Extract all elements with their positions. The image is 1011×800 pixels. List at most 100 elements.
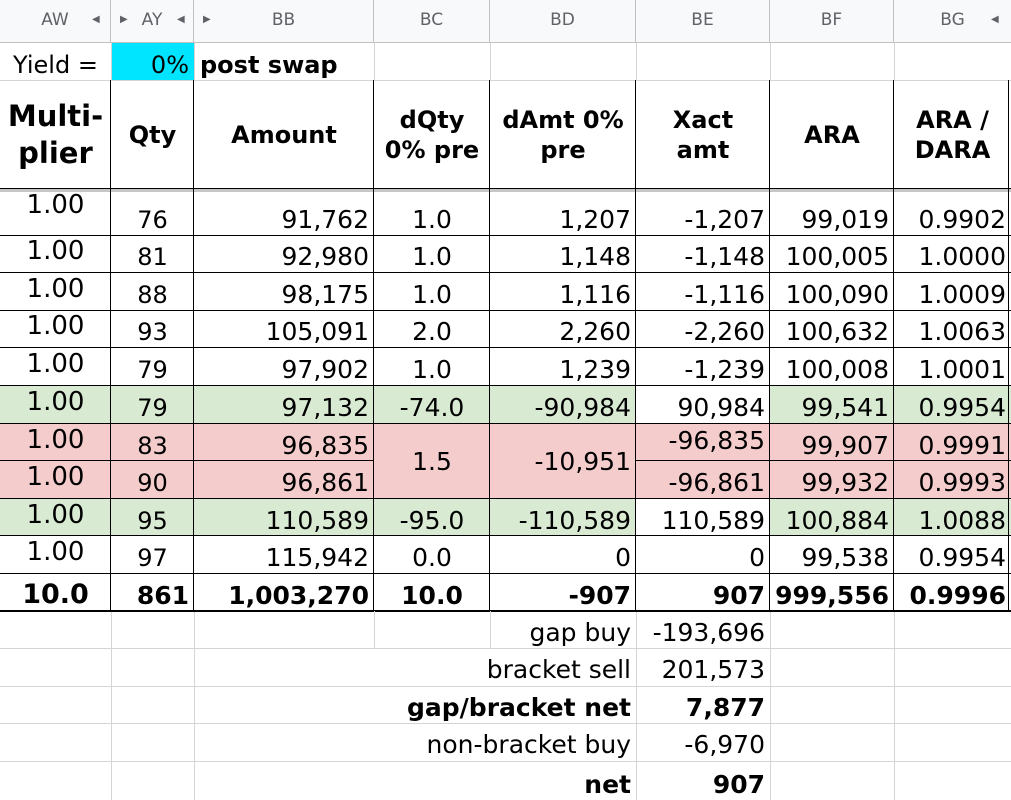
xact-cell[interactable]: -1,239 <box>684 355 765 384</box>
summary-value[interactable]: 907 <box>712 770 765 799</box>
xact-cell[interactable]: 0 <box>749 543 765 572</box>
amount-cell[interactable]: 96,835 <box>281 431 369 460</box>
total-dqty[interactable]: 10.0 <box>401 581 463 610</box>
dqty-cell[interactable]: -74.0 <box>399 393 465 422</box>
multiplier-cell[interactable]: 1.00 <box>26 236 85 266</box>
qty-cell[interactable]: 81 <box>137 243 168 271</box>
xact-cell[interactable]: 90,984 <box>677 393 765 422</box>
summary-value[interactable]: 7,877 <box>685 693 765 722</box>
multiplier-cell[interactable]: 1.00 <box>26 311 85 341</box>
dqty-cell[interactable]: 1.0 <box>412 205 452 234</box>
column-header-be[interactable]: BE <box>636 0 770 42</box>
xact-cell[interactable]: -1,148 <box>684 242 765 271</box>
ara-cell[interactable]: 100,005 <box>785 242 889 271</box>
multiplier-cell[interactable]: 1.00 <box>26 462 85 492</box>
ara-cell[interactable]: 100,884 <box>785 506 889 535</box>
ara-cell[interactable]: 99,541 <box>801 393 889 422</box>
column-header-aw[interactable]: AW ◀ <box>0 0 111 42</box>
amount-cell[interactable]: 115,942 <box>265 543 369 572</box>
damt-cell[interactable]: 1,116 <box>559 280 631 309</box>
damt-cell[interactable]: 2,260 <box>559 317 631 346</box>
summary-value[interactable]: -193,696 <box>652 618 765 647</box>
amount-cell[interactable]: 91,762 <box>281 205 369 234</box>
ara-dara-cell[interactable]: 1.0001 <box>918 355 1006 384</box>
header-damt[interactable]: dAmt 0% pre <box>502 105 624 164</box>
column-header-ay[interactable]: ▶ AY ◀ <box>111 0 194 42</box>
dqty-cell[interactable]: 1.0 <box>412 242 452 271</box>
multiplier-cell[interactable]: 1.00 <box>26 274 85 304</box>
collapse-left-icon[interactable]: ◀ <box>177 14 185 25</box>
qty-cell[interactable]: 83 <box>137 432 168 460</box>
header-dqty[interactable]: dQty 0% pre <box>384 105 480 164</box>
total-ara[interactable]: 999,556 <box>775 581 889 610</box>
damt-cell[interactable]: -90,984 <box>534 393 632 422</box>
amount-cell[interactable]: 97,902 <box>281 355 369 384</box>
ara-dara-cell[interactable]: 0.9954 <box>918 393 1006 422</box>
total-amount[interactable]: 1,003,270 <box>228 581 369 610</box>
qty-cell[interactable]: 97 <box>137 544 168 572</box>
multiplier-cell[interactable]: 1.00 <box>26 500 85 530</box>
amount-cell[interactable]: 92,980 <box>281 242 369 271</box>
damt-cell[interactable]: 1,207 <box>559 205 631 234</box>
qty-cell[interactable]: 76 <box>137 206 168 234</box>
header-multiplier[interactable]: Multi- plier <box>7 99 104 170</box>
ara-cell[interactable]: 100,090 <box>785 280 889 309</box>
summary-label[interactable]: net <box>584 770 631 799</box>
multiplier-cell[interactable]: 1.00 <box>26 190 85 220</box>
damt-cell[interactable]: -10,951 <box>534 446 632 476</box>
ara-cell[interactable]: 99,538 <box>801 543 889 572</box>
qty-cell[interactable]: 95 <box>137 507 168 535</box>
ara-cell[interactable]: 99,019 <box>801 205 889 234</box>
amount-cell[interactable]: 97,132 <box>281 393 369 422</box>
ara-dara-cell[interactable]: 0.9991 <box>918 431 1006 460</box>
ara-cell[interactable]: 100,008 <box>785 355 889 384</box>
ara-dara-cell[interactable]: 0.9993 <box>918 468 1006 497</box>
dqty-cell[interactable]: 1.5 <box>412 446 452 476</box>
yield-label[interactable]: Yield = <box>13 51 98 79</box>
ara-dara-cell[interactable]: 1.0088 <box>918 506 1006 535</box>
expand-right-icon[interactable]: ▶ <box>203 14 211 25</box>
column-header-bf[interactable]: BF <box>770 0 894 42</box>
summary-value[interactable]: -6,970 <box>684 730 765 759</box>
ara-dara-cell[interactable]: 0.9954 <box>918 543 1006 572</box>
header-ara[interactable]: ARA <box>804 120 860 149</box>
summary-label[interactable]: bracket sell <box>486 655 631 684</box>
ara-dara-cell[interactable]: 0.9902 <box>918 205 1006 234</box>
ara-cell[interactable]: 100,632 <box>785 317 889 346</box>
dqty-cell[interactable]: -95.0 <box>399 506 465 535</box>
qty-cell[interactable]: 90 <box>137 469 168 497</box>
dqty-cell[interactable]: 2.0 <box>412 317 452 346</box>
ara-dara-cell[interactable]: 1.0009 <box>918 280 1006 309</box>
spreadsheet-grid[interactable]: Yield = 0% post swap Multi- plier Qty Am… <box>0 43 1011 800</box>
damt-cell[interactable]: -110,589 <box>518 506 631 535</box>
dqty-cell[interactable]: 1.0 <box>412 280 452 309</box>
qty-cell[interactable]: 79 <box>137 356 168 384</box>
total-xact[interactable]: 907 <box>712 581 765 610</box>
ara-cell[interactable]: 99,932 <box>801 468 889 497</box>
header-xact[interactable]: Xact amt <box>672 105 734 164</box>
total-qty[interactable]: 861 <box>136 581 189 610</box>
damt-cell[interactable]: 0 <box>615 543 631 572</box>
collapse-left-icon[interactable]: ◀ <box>991 14 999 25</box>
multiplier-cell[interactable]: 1.00 <box>26 387 85 417</box>
header-amount[interactable]: Amount <box>231 120 337 149</box>
column-header-bb[interactable]: ▶ BB <box>194 0 374 42</box>
summary-label[interactable]: non-bracket buy <box>426 730 631 759</box>
amount-cell[interactable]: 98,175 <box>281 280 369 309</box>
yield-note[interactable]: post swap <box>200 51 338 79</box>
damt-cell[interactable]: 1,148 <box>559 242 631 271</box>
frozen-row-divider[interactable] <box>0 188 1011 192</box>
multiplier-cell[interactable]: 1.00 <box>26 349 85 379</box>
ara-dara-cell[interactable]: 1.0000 <box>918 242 1006 271</box>
xact-cell[interactable]: 110,589 <box>661 506 765 535</box>
header-qty[interactable]: Qty <box>128 120 177 149</box>
total-multiplier[interactable]: 10.0 <box>22 579 89 610</box>
qty-cell[interactable]: 79 <box>137 394 168 422</box>
ara-dara-cell[interactable]: 1.0063 <box>918 317 1006 346</box>
yield-value[interactable]: 0% <box>150 51 189 79</box>
header-ara-dara[interactable]: ARA / DARA <box>914 105 991 164</box>
expand-right-icon[interactable]: ▶ <box>120 14 128 25</box>
amount-cell[interactable]: 110,589 <box>265 506 369 535</box>
multiplier-cell[interactable]: 1.00 <box>26 425 85 455</box>
summary-value[interactable]: 201,573 <box>661 655 765 684</box>
